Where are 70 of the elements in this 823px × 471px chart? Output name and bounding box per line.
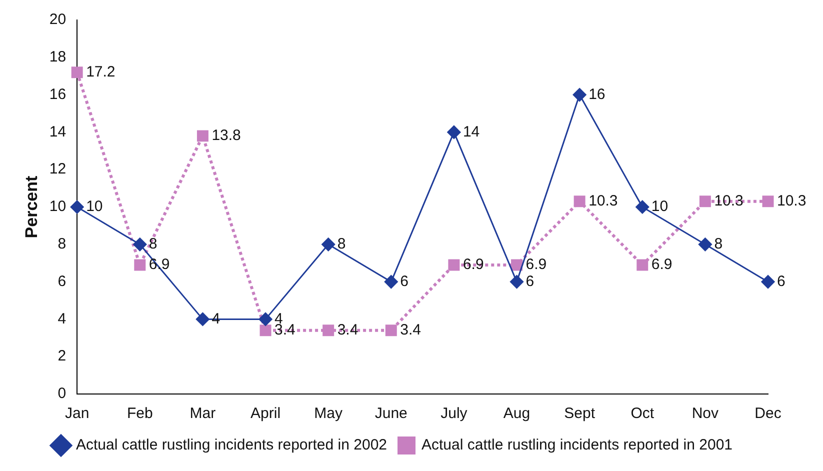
data-label: 8	[714, 236, 723, 253]
data-label: 10.3	[777, 192, 806, 210]
x-tick-label: June	[374, 405, 408, 422]
point	[258, 312, 272, 326]
y-tick-label: 10	[49, 198, 66, 216]
y-tick-label: 8	[58, 236, 66, 253]
data-label: 10.3	[714, 192, 744, 210]
point	[260, 324, 272, 336]
x-tick-label: Sept	[564, 405, 596, 422]
point	[574, 196, 586, 208]
x-tick-label: Feb	[126, 405, 153, 422]
data-label: 8	[148, 236, 158, 253]
x-tick-label: Dec	[754, 405, 782, 422]
data-label: 17.2	[86, 64, 116, 80]
point	[133, 238, 147, 252]
y-tick-label: 2	[58, 348, 66, 365]
x-tick-label: Jan	[64, 405, 90, 422]
y-tick-label: 4	[58, 310, 66, 328]
point	[196, 312, 210, 326]
point	[510, 275, 524, 289]
point	[322, 238, 336, 252]
point	[385, 324, 397, 336]
point	[698, 238, 712, 252]
x-tick-label: July	[440, 405, 468, 422]
point	[447, 125, 461, 139]
point	[636, 259, 648, 271]
data-label: 10	[651, 198, 668, 216]
x-tick-label: Aug	[503, 405, 530, 422]
point	[761, 275, 775, 289]
data-label: 3.4	[337, 322, 358, 339]
point	[511, 259, 522, 271]
y-tick-label: 12	[49, 160, 66, 178]
point	[572, 88, 586, 102]
legend-label: Actual cattle rustling incidents reported in 2001	[422, 436, 733, 454]
data-label: 6.9	[526, 256, 547, 274]
y-tick-label: 18	[49, 48, 66, 66]
point	[699, 196, 711, 208]
y-tick-label: 0	[58, 385, 66, 402]
point	[322, 324, 334, 336]
y-tick-label: 16	[49, 86, 66, 103]
point	[70, 200, 84, 214]
x-tick-label: Nov	[692, 405, 720, 422]
data-label: 14	[462, 123, 480, 140]
point	[448, 259, 460, 271]
x-tick-label: April	[250, 405, 281, 422]
data-label: 6.9	[651, 256, 672, 274]
point	[762, 196, 774, 208]
x-tick-label: Mar	[190, 405, 216, 422]
y-tick-label: 20	[49, 11, 66, 28]
data-label: 8	[337, 236, 346, 253]
data-label: 6	[400, 272, 408, 290]
data-label: 16	[588, 86, 606, 103]
y-axis-title: Percent	[22, 175, 41, 238]
data-label: 6	[777, 272, 786, 290]
point	[384, 275, 398, 289]
data-label: 6	[526, 272, 534, 290]
x-tick-label: Oct	[630, 405, 655, 422]
data-label: 6.9	[462, 256, 484, 274]
x-tick-label: May	[314, 405, 343, 422]
y-tick-label: 6	[58, 272, 66, 290]
point	[636, 200, 650, 214]
point	[71, 66, 83, 78]
point	[134, 259, 146, 271]
data-label: 10	[86, 198, 103, 216]
legend-label: Actual cattle rustling incidents reported in 2002	[76, 436, 387, 454]
y-tick-label: 14	[49, 123, 66, 140]
data-label: 13.8	[212, 127, 241, 144]
point	[196, 130, 208, 142]
data-label: 10.3	[588, 192, 618, 210]
data-label: 3.4	[400, 322, 421, 339]
